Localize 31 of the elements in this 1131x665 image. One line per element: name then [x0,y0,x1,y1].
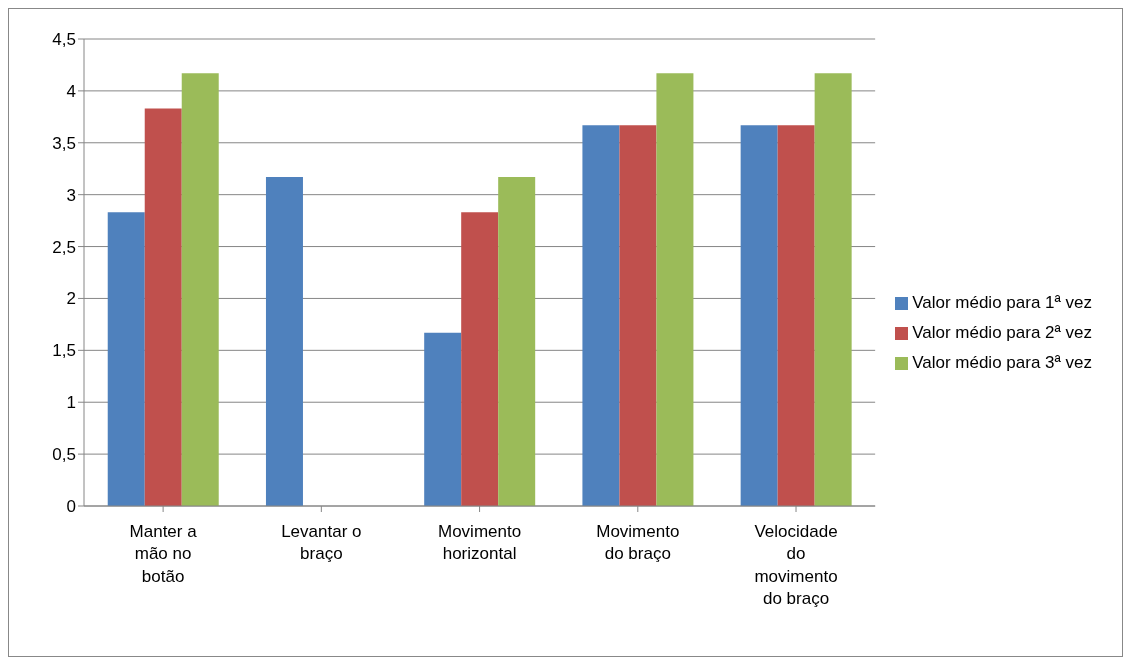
x-tick-label: Movimento do braço [596,522,680,564]
x-tick-label: Levantar o braço [281,522,362,564]
y-tick-label: 4,5 [52,30,76,50]
bar [181,73,219,506]
x-tick-label: Velocidade do movimento do braço [754,522,838,608]
y-tick-label: 2,5 [52,237,76,257]
y-tick-label: 0,5 [52,445,76,465]
bar [424,332,462,506]
y-tick-label: 0 [66,497,76,517]
bar [461,212,499,506]
y-tick-label: 1,5 [52,341,76,361]
bar [814,73,852,506]
bar [265,177,303,506]
bar [498,177,536,506]
x-tick-label: Movimento horizontal [438,522,522,564]
x-tick-label: Manter a mão no botão [129,522,198,586]
bar [144,108,182,506]
y-tick-label: 2 [66,289,76,309]
bar [619,125,657,506]
bar [582,125,620,506]
y-tick-label: 1 [66,393,76,413]
y-tick-label: 4 [66,81,76,101]
bar [107,212,145,506]
y-tick-label: 3 [66,185,76,205]
bar [740,125,778,506]
legend-label: Valor médio para 1ª vez [912,292,1092,312]
legend-label: Valor médio para 2ª vez [912,322,1092,342]
legend-label: Valor médio para 3ª vez [912,352,1092,372]
bar [777,125,815,506]
y-tick-label: 3,5 [52,133,76,153]
bar [656,73,694,506]
